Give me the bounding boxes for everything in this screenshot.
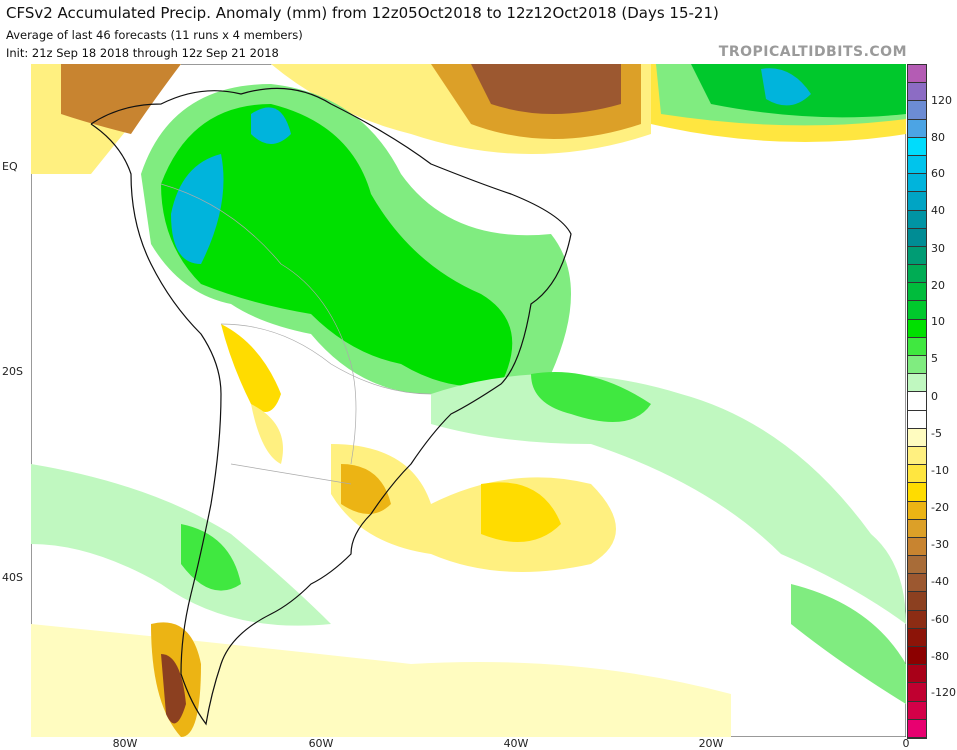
- colorbar: [907, 64, 927, 739]
- colorbar-label: -30: [931, 538, 949, 551]
- colorbar-label: -80: [931, 650, 949, 663]
- colorbar-swatch: [908, 283, 926, 302]
- colorbar-swatch: [908, 446, 926, 466]
- colorbar-swatch: [908, 501, 926, 520]
- colorbar-label: -20: [931, 501, 949, 514]
- colorbar-swatch: [908, 465, 926, 484]
- colorbar-swatch: [908, 483, 926, 502]
- colorbar-swatch: [908, 228, 926, 247]
- colorbar-swatch: [908, 174, 926, 193]
- colorbar-swatch: [908, 319, 926, 338]
- colorbar-label: -120: [931, 686, 956, 699]
- lon-label-0: 0: [902, 737, 910, 750]
- colorbar-swatch: [908, 155, 926, 175]
- colorbar-label: 10: [931, 315, 945, 328]
- lon-label-80w: 80W: [112, 737, 138, 750]
- lon-label-40w: 40W: [503, 737, 529, 750]
- precip-anomaly-map: [31, 64, 906, 737]
- colorbar-swatch: [908, 519, 926, 538]
- colorbar-swatch: [908, 210, 926, 229]
- colorbar-swatch: [908, 301, 926, 320]
- lon-label-60w: 60W: [308, 737, 334, 750]
- colorbar-swatch: [908, 610, 926, 629]
- lat-label-eq: EQ: [2, 160, 18, 173]
- colorbar-swatch: [908, 246, 926, 266]
- colorbar-label: 40: [931, 204, 945, 217]
- colorbar-swatch: [908, 137, 926, 156]
- south-america-coastline: [90, 87, 572, 726]
- map-subtitle-forecasts: Average of last 46 forecasts (11 runs x …: [6, 28, 303, 42]
- colorbar-swatch: [908, 537, 926, 557]
- colorbar-swatch: [908, 356, 926, 375]
- colorbar-swatch: [908, 647, 926, 666]
- colorbar-swatch: [908, 628, 926, 647]
- colorbar-label: 5: [931, 352, 938, 365]
- brand-watermark: TROPICALTIDBITS.COM: [718, 44, 907, 60]
- colorbar-swatch: [908, 683, 926, 702]
- colorbar-label: 120: [931, 94, 952, 107]
- colorbar-swatch: [908, 665, 926, 684]
- colorbar-label: -10: [931, 464, 949, 477]
- colorbar-swatch: [908, 374, 926, 393]
- colorbar-label: -60: [931, 613, 949, 626]
- map-subtitle-init: Init: 21z Sep 18 2018 through 12z Sep 21…: [6, 46, 279, 60]
- colorbar-swatch: [908, 265, 926, 284]
- colorbar-swatch: [908, 428, 926, 447]
- country-borders: [160, 183, 432, 485]
- colorbar-label: 20: [931, 279, 945, 292]
- colorbar-swatch: [908, 392, 926, 411]
- colorbar-swatch: [908, 337, 926, 356]
- colorbar-label: 0: [931, 390, 938, 403]
- colorbar-label: 30: [931, 242, 945, 255]
- colorbar-swatch: [908, 83, 926, 102]
- colorbar-swatch: [908, 701, 926, 720]
- colorbar-label: -5: [931, 427, 942, 440]
- lat-label-20s: 20S: [2, 365, 23, 378]
- colorbar-swatch: [908, 410, 926, 429]
- colorbar-label: 80: [931, 131, 945, 144]
- map-title: CFSv2 Accumulated Precip. Anomaly (mm) f…: [6, 4, 719, 22]
- anomaly-fill: [31, 64, 906, 737]
- colorbar-swatch: [908, 65, 926, 84]
- colorbar-swatch: [908, 101, 926, 120]
- colorbar-label: 60: [931, 167, 945, 180]
- colorbar-swatch: [908, 719, 926, 738]
- colorbar-label: -40: [931, 575, 949, 588]
- colorbar-swatch: [908, 592, 926, 611]
- colorbar-swatch: [908, 192, 926, 211]
- lat-label-40s: 40S: [2, 571, 23, 584]
- lon-label-20w: 20W: [698, 737, 724, 750]
- colorbar-swatch: [908, 556, 926, 575]
- colorbar-swatch: [908, 574, 926, 593]
- colorbar-swatch: [908, 119, 926, 138]
